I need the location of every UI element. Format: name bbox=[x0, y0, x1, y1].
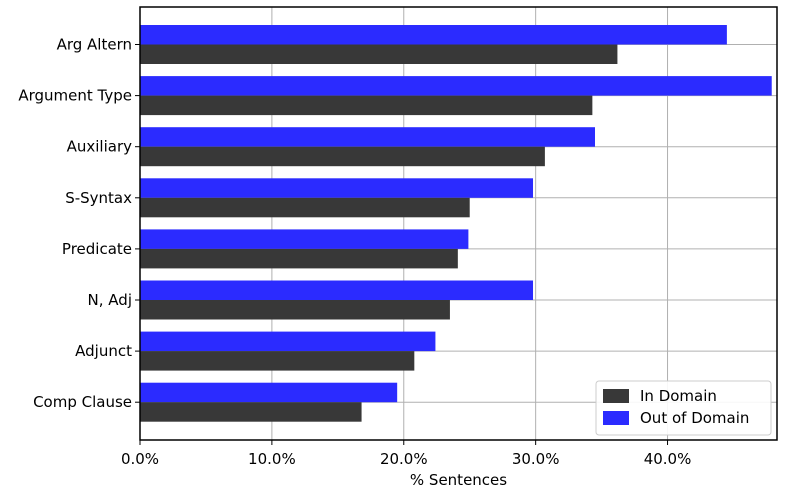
grid bbox=[139, 7, 777, 440]
y-tick-label: Auxiliary bbox=[67, 138, 133, 156]
bar-in-domain bbox=[140, 248, 458, 269]
bar-out-of-domain bbox=[140, 331, 436, 352]
y-tick-label: Arg Altern bbox=[57, 36, 132, 54]
legend-swatch bbox=[603, 411, 629, 425]
bar-in-domain bbox=[140, 300, 450, 320]
y-tick-label: N, Adj bbox=[88, 291, 132, 309]
bar-out-of-domain bbox=[140, 178, 534, 198]
axes: 0.0% 10.0% 20.0% 30.0% 40.0% Arg Altern Argume… bbox=[18, 36, 691, 469]
bar-in-domain bbox=[140, 146, 545, 167]
legend-box bbox=[595, 380, 772, 436]
y-tick-label: Argument Type bbox=[18, 87, 132, 105]
x-tick-label: 20.0% bbox=[380, 450, 428, 468]
bar-in-domain bbox=[140, 44, 618, 64]
bar-out-of-domain bbox=[140, 229, 469, 249]
bar-out-of-domain bbox=[140, 127, 595, 147]
y-tick-label: S-Syntax bbox=[65, 189, 132, 207]
bar-out-of-domain bbox=[140, 76, 772, 96]
bars bbox=[140, 25, 772, 422]
x-tick-label: 10.0% bbox=[248, 450, 296, 468]
bar-out-of-domain bbox=[140, 382, 398, 403]
bar-in-domain bbox=[140, 351, 415, 371]
y-tick-label: Comp Clause bbox=[33, 393, 132, 411]
bar-in-domain bbox=[140, 95, 593, 116]
legend-swatch bbox=[603, 389, 629, 403]
bar-out-of-domain bbox=[140, 280, 534, 300]
legend-label: Out of Domain bbox=[640, 409, 749, 427]
legend-label: In Domain bbox=[640, 387, 717, 405]
y-tick-label: Adjunct bbox=[75, 342, 132, 360]
plot-frame bbox=[139, 6, 778, 441]
legend: In Domain Out of Domain bbox=[595, 380, 772, 436]
bar-in-domain bbox=[140, 402, 362, 422]
x-tick-label: 0.0% bbox=[121, 450, 159, 468]
bar-in-domain bbox=[140, 197, 470, 218]
bar-out-of-domain bbox=[140, 25, 727, 45]
x-tick-label: 30.0% bbox=[512, 450, 560, 468]
x-axis-title: % Sentences bbox=[410, 471, 507, 489]
y-tick-label: Predicate bbox=[62, 240, 132, 258]
x-tick-label: 40.0% bbox=[644, 450, 692, 468]
